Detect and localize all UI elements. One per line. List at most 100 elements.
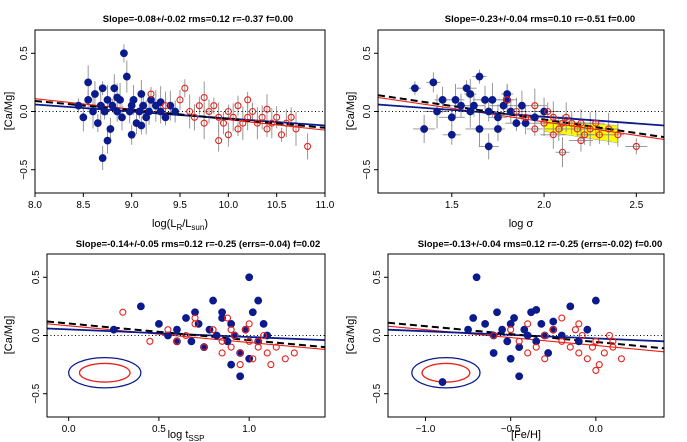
data-point-open bbox=[577, 137, 585, 145]
data-point-open bbox=[227, 343, 235, 351]
data-point-filled bbox=[171, 107, 180, 116]
data-point-filled bbox=[108, 101, 117, 110]
data-point-filled bbox=[494, 113, 502, 122]
data-point-open bbox=[215, 113, 223, 121]
data-point-filled bbox=[135, 107, 144, 116]
data-point-open bbox=[549, 113, 557, 121]
data-point-open bbox=[219, 119, 228, 127]
x-tick-label: 9.0 bbox=[125, 200, 139, 211]
panel-3-y-axis: −0.5 0.0 0.5 bbox=[31, 270, 47, 404]
data-point-open bbox=[605, 125, 613, 133]
data-point-filled bbox=[411, 84, 419, 93]
data-point-filled bbox=[127, 130, 136, 139]
data-point-filled bbox=[79, 113, 88, 122]
data-point-open bbox=[609, 337, 617, 345]
data-point-filled bbox=[472, 273, 481, 282]
data-point-open bbox=[224, 107, 232, 116]
panel-2-y-label: [Ca/Mg] bbox=[345, 92, 357, 131]
data-point-filled bbox=[98, 84, 107, 93]
panel-1-y-axis: −0.5 0.0 0.5 bbox=[19, 46, 35, 180]
data-point-filled bbox=[103, 95, 112, 104]
data-point-open bbox=[595, 361, 603, 369]
data-point-open bbox=[268, 119, 276, 127]
data-point-filled bbox=[510, 314, 518, 322]
data-point-open bbox=[558, 119, 567, 127]
data-point-open bbox=[531, 102, 539, 110]
data-point-filled bbox=[84, 78, 93, 87]
panel-luminosity: Slope=-0.08+/-0.02 rms=0.12 r=-0.37 f=0.… bbox=[3, 14, 335, 232]
data-point-filled bbox=[254, 296, 263, 305]
data-point-open bbox=[267, 361, 275, 369]
data-point-filled bbox=[182, 314, 190, 322]
data-point-filled bbox=[227, 319, 236, 328]
data-point-open bbox=[242, 326, 250, 334]
data-point-filled bbox=[113, 107, 122, 116]
y-tick-label: 0.5 bbox=[19, 46, 30, 60]
data-point-filled bbox=[223, 337, 232, 346]
data-point-open bbox=[200, 93, 208, 102]
x-tick-label: 8.0 bbox=[28, 200, 42, 211]
data-point-open bbox=[176, 96, 184, 104]
data-point-filled bbox=[498, 325, 507, 334]
data-point-filled bbox=[173, 325, 181, 334]
data-point-open bbox=[273, 113, 281, 121]
data-point-open bbox=[524, 320, 532, 328]
data-point-open bbox=[558, 337, 566, 345]
data-point-open bbox=[231, 331, 239, 340]
data-point-filled bbox=[212, 331, 221, 340]
data-point-open bbox=[605, 331, 614, 340]
data-point-open bbox=[173, 337, 181, 345]
y-tick-label: 0.0 bbox=[372, 328, 383, 342]
data-point-filled bbox=[583, 325, 592, 334]
fit-line bbox=[378, 103, 664, 127]
panel-1-y-label: [Ca/Mg] bbox=[3, 92, 15, 131]
panel-3-y-label: [Ca/Mg] bbox=[3, 316, 15, 355]
data-point-filled bbox=[209, 296, 217, 305]
data-point-open bbox=[531, 125, 539, 133]
panel-1-marks bbox=[35, 44, 325, 171]
y-tick-label: −0.5 bbox=[372, 383, 383, 403]
x-tick-label: 8.5 bbox=[76, 200, 90, 211]
panel-3-x-axis: 0.0 0.5 1.0 bbox=[62, 417, 257, 435]
data-point-open bbox=[181, 84, 189, 92]
data-point-filled bbox=[591, 296, 600, 305]
data-point-filled bbox=[122, 72, 131, 81]
data-point-open bbox=[532, 343, 540, 351]
data-point-filled bbox=[194, 319, 203, 328]
panel-sigma: Slope=-0.23+/-0.04 rms=0.10 r=-0.51 f=0.… bbox=[345, 14, 665, 230]
data-point-open bbox=[577, 119, 585, 127]
data-point-filled bbox=[484, 107, 493, 116]
data-point-open bbox=[205, 107, 213, 116]
data-point-filled bbox=[155, 319, 163, 328]
data-point-open bbox=[588, 343, 596, 351]
data-point-filled bbox=[557, 331, 566, 340]
data-point-open bbox=[164, 326, 172, 334]
data-point-open bbox=[575, 320, 583, 328]
panel-3-marks bbox=[47, 273, 325, 389]
panel-1-title: Slope=-0.08+/-0.02 rms=0.12 r=-0.37 f=0.… bbox=[103, 14, 293, 25]
data-point-filled bbox=[503, 337, 512, 346]
data-point-filled bbox=[515, 343, 524, 352]
data-point-filled bbox=[98, 154, 107, 162]
x-tick-label: 2.0 bbox=[537, 200, 551, 211]
error-ellipse bbox=[411, 356, 481, 389]
data-point-open bbox=[200, 119, 208, 127]
data-point-filled bbox=[161, 113, 170, 122]
data-point-filled bbox=[512, 119, 521, 128]
x-tick-label: 10.0 bbox=[219, 200, 239, 211]
data-point-filled bbox=[499, 101, 508, 110]
data-point-filled bbox=[515, 372, 524, 381]
data-point-filled bbox=[489, 349, 498, 357]
data-point-open bbox=[244, 96, 252, 104]
panel-4-title: Slope=-0.13+/-0.04 rms=0.12 r=-0.25 (err… bbox=[418, 239, 663, 250]
data-point-open bbox=[244, 113, 252, 121]
data-point-open bbox=[227, 326, 235, 334]
data-point-filled bbox=[532, 305, 541, 314]
data-point-filled bbox=[227, 360, 236, 369]
y-tick-label: 0.0 bbox=[362, 104, 373, 118]
data-point-open bbox=[541, 331, 549, 340]
data-point-filled bbox=[106, 125, 115, 133]
data-point-filled bbox=[147, 95, 155, 104]
data-point-open bbox=[254, 337, 262, 345]
x-tick-label: 1.5 bbox=[445, 200, 459, 211]
